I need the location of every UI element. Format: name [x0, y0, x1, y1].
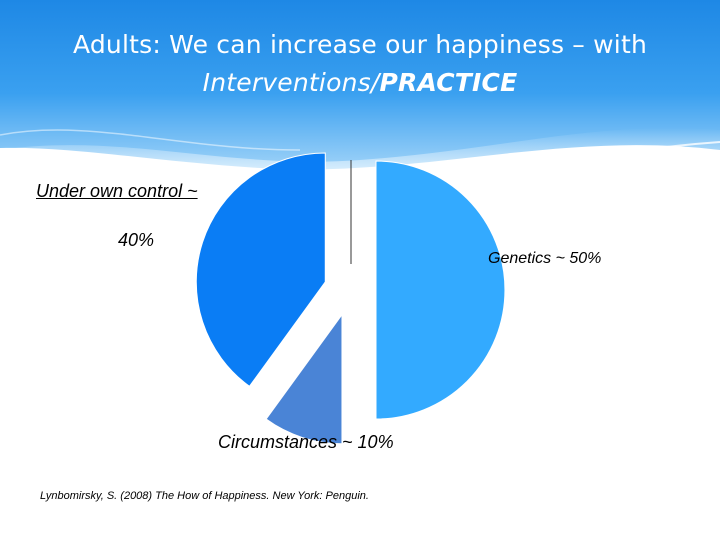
label-under-own-control: Under own control ~: [36, 181, 198, 201]
pie-slice-circumstances: [265, 313, 343, 445]
title-bold-part: PRACTICE: [379, 68, 518, 97]
title-line-2: Interventions/PRACTICE: [0, 68, 720, 97]
pie-slice-genetics: [375, 160, 506, 420]
label-circumstances: Circumstances ~ 10%: [218, 432, 394, 452]
label-under-own-control-percent: 40%: [118, 230, 155, 250]
header-background: [0, 0, 720, 200]
title-line-1: Adults: We can increase our happiness – …: [73, 30, 647, 59]
title-italic-part: Interventions/: [202, 68, 380, 97]
pie-slice-under-own-control: [195, 152, 326, 388]
label-genetics: Genetics ~ 50%: [488, 250, 602, 267]
citation: Lynbomirsky, S. (2008) The How of Happin…: [40, 490, 369, 502]
